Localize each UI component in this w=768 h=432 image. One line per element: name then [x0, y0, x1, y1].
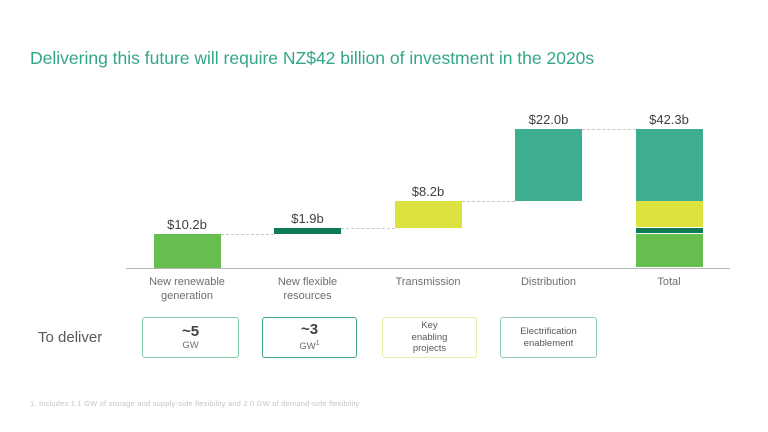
to-deliver-label: To deliver — [38, 329, 103, 346]
waterfall-bar — [153, 234, 221, 268]
x-axis-line — [126, 268, 730, 269]
deliver-box: ~5 GW — [142, 317, 239, 358]
deliver-box-text-line: projects — [412, 343, 447, 355]
deliver-box: Key enabling projects — [382, 317, 477, 358]
deliver-box-text-line: Key — [421, 320, 438, 332]
bar-value-label: $8.2b — [411, 184, 445, 200]
deliver-box: Electrification enablement — [500, 317, 597, 358]
total-bar-segment — [635, 201, 703, 228]
total-bar-segment — [635, 129, 703, 202]
footnote: 1. Includes 1.1 GW of storage and supply… — [30, 399, 360, 408]
deliver-box-value: ~5 — [181, 323, 200, 340]
deliver-box-text-line: enablement — [523, 337, 574, 349]
total-bar-segment — [635, 228, 703, 234]
bar-value-label: $42.3b — [649, 112, 689, 128]
deliver-box-unit: GW — [182, 340, 199, 351]
waterfall-connector — [341, 228, 395, 230]
waterfall-bar — [274, 228, 341, 235]
waterfall-connector — [582, 129, 636, 131]
deliver-box-value: ~3 — [300, 321, 319, 339]
category-label: New renewable generation — [149, 275, 225, 303]
bar-value-label: $1.9b — [291, 211, 324, 227]
bar-value-label: $22.0b — [528, 112, 569, 128]
deliver-box: ~3 GW1 — [262, 317, 357, 358]
waterfall-connector — [220, 234, 274, 236]
waterfall-bar — [515, 129, 582, 202]
waterfall-bar — [394, 201, 462, 229]
deliver-box-text-line: Electrification — [520, 326, 577, 337]
category-label-line: New renewable — [149, 276, 225, 288]
category-label-line: New flexible — [277, 276, 338, 288]
total-bar-segment — [635, 234, 703, 267]
category-label-line: Transmission — [395, 276, 461, 288]
category-label-line: Total — [657, 276, 681, 288]
deliver-box-unit: GW1 — [299, 340, 320, 353]
footnote-marker: 1 — [315, 340, 320, 348]
category-label-line: Distribution — [520, 276, 577, 288]
deliver-box-text-line: enabling — [411, 331, 448, 343]
category-label: Distribution — [521, 275, 576, 289]
category-label: Transmission — [396, 275, 461, 289]
category-label-line: generation — [160, 290, 213, 302]
category-label: New flexible resources — [278, 275, 337, 303]
page-title: Delivering this future will require NZ$4… — [30, 47, 595, 68]
bar-value-label: $10.2b — [167, 217, 207, 233]
category-label: Total — [657, 275, 680, 289]
waterfall-connector — [461, 201, 515, 203]
category-label-line: resources — [283, 290, 332, 302]
